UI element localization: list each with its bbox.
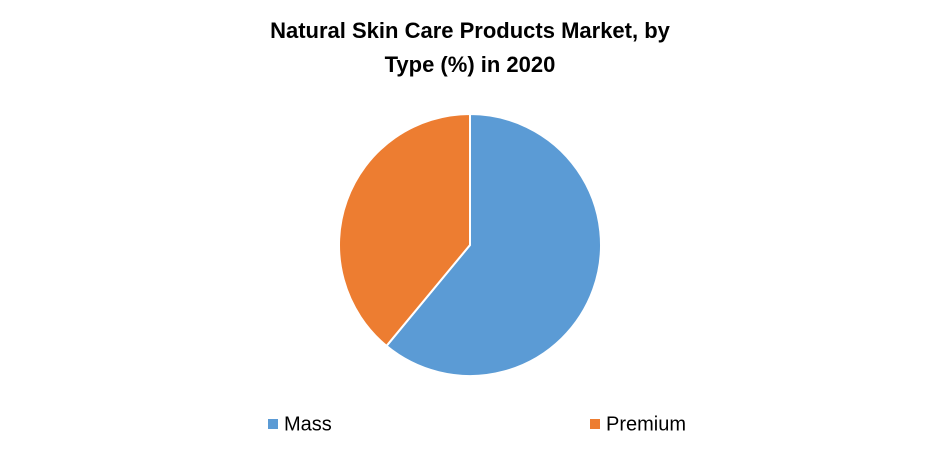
pie-slice: [385, 112, 602, 377]
legend-label: Mass: [284, 413, 332, 435]
legend-swatch: [590, 419, 600, 429]
chart-title: Natural Skin Care Products Market, by Ty…: [270, 18, 670, 77]
legend-label: Premium: [606, 413, 686, 435]
legend-swatch: [268, 419, 278, 429]
pie-slice: [338, 112, 471, 348]
